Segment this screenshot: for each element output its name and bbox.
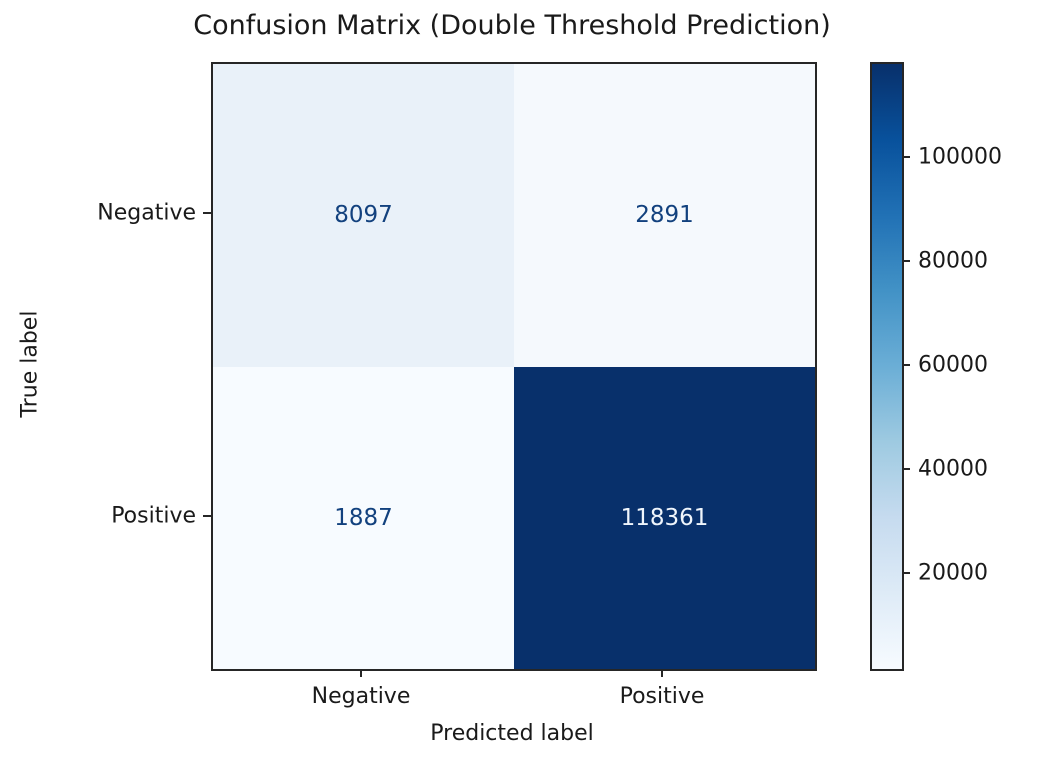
x-tick-label: Positive: [619, 684, 705, 709]
matrix-cell: 8097: [213, 64, 514, 367]
y-tick-label: Positive: [111, 503, 196, 529]
colorbar-tick-mark: [902, 572, 910, 574]
colorbar-tick-mark: [902, 156, 910, 158]
chart-title: Confusion Matrix (Double Threshold Predi…: [193, 10, 831, 41]
colorbar-tick-mark: [902, 468, 910, 470]
colorbar-tick-label: 100000: [918, 144, 1002, 170]
colorbar-tick-label: 40000: [918, 456, 988, 482]
colorbar-tick-label: 60000: [918, 352, 988, 378]
y-axis-label: True label: [17, 310, 43, 418]
colorbar-tick-label: 20000: [918, 560, 988, 586]
colorbar-tick-mark: [902, 260, 910, 262]
colorbar-tick-mark: [902, 364, 910, 366]
x-axis-label: Predicted label: [430, 721, 594, 746]
x-tick-mark: [661, 669, 663, 677]
heatmap-axes: 8097 2891 1887 118361: [211, 62, 817, 671]
colorbar: [870, 62, 904, 671]
matrix-cell: 2891: [514, 64, 815, 367]
colorbar-tick-label: 80000: [918, 248, 988, 274]
y-tick-mark: [203, 515, 211, 517]
x-tick-mark: [360, 669, 362, 677]
x-tick-label: Negative: [311, 684, 411, 709]
matrix-cell: 118361: [514, 366, 815, 669]
y-tick-label: Negative: [97, 200, 196, 226]
y-tick-mark: [203, 212, 211, 214]
matrix-cell: 1887: [213, 366, 514, 669]
